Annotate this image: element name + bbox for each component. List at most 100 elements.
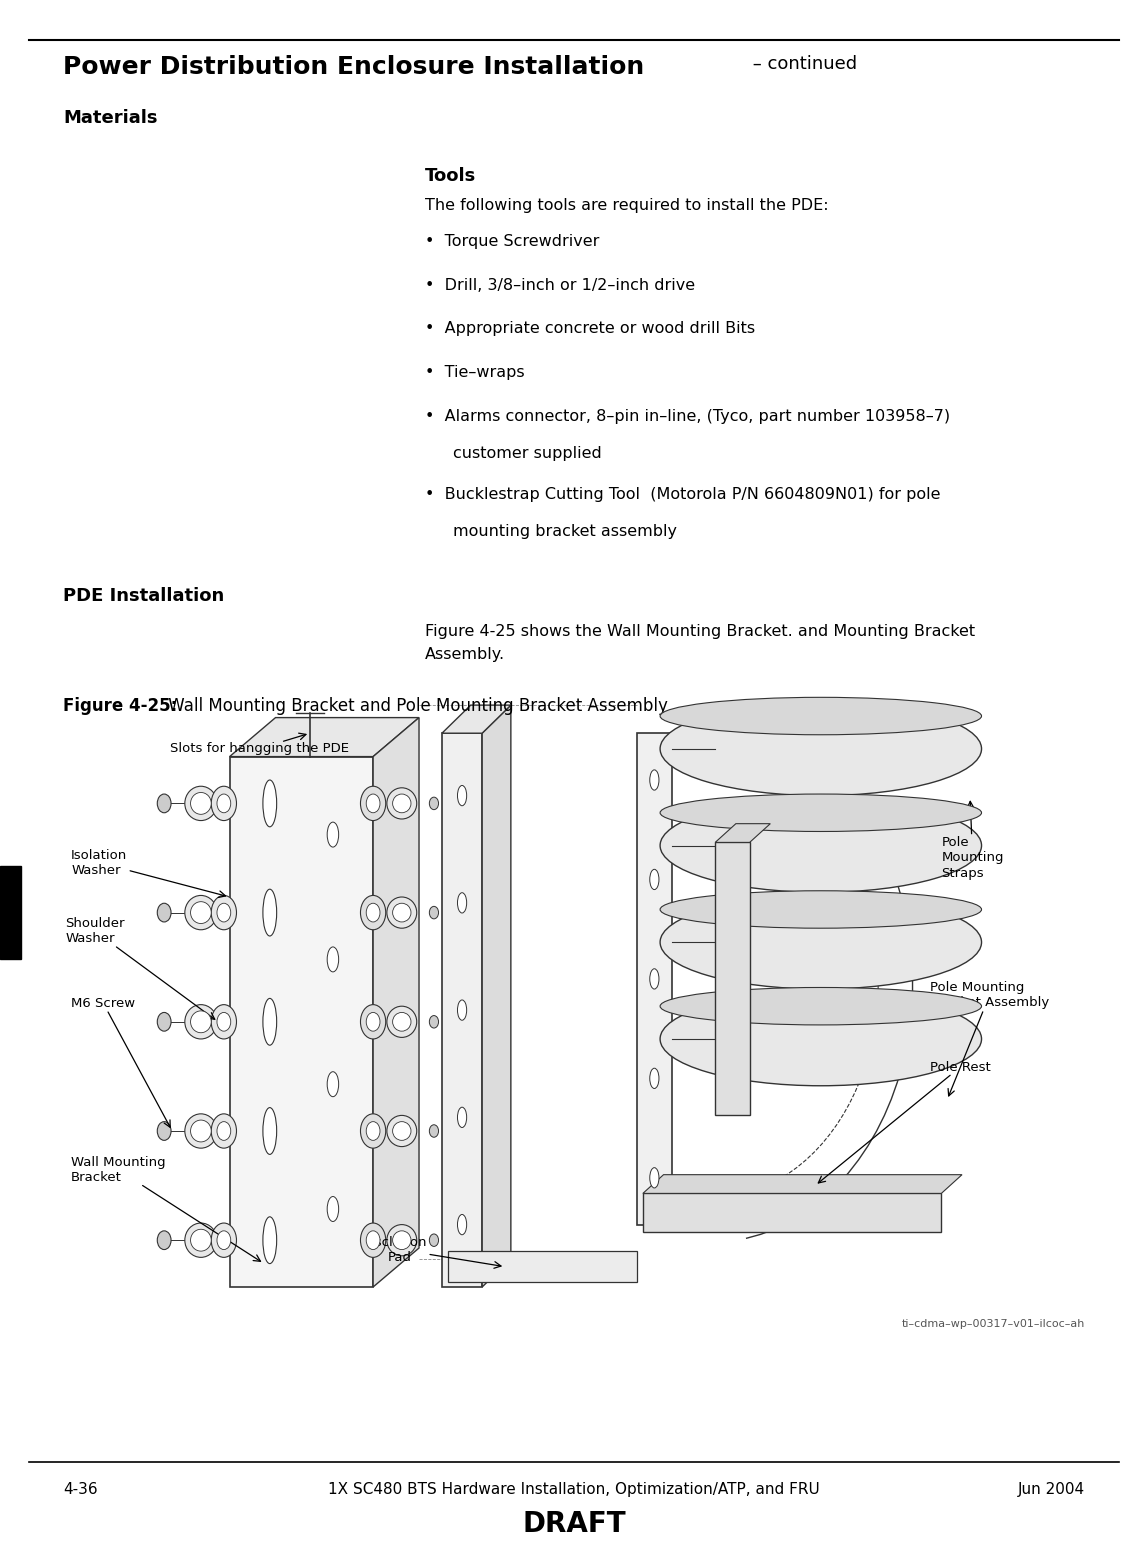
Polygon shape <box>482 705 511 1287</box>
Ellipse shape <box>660 891 982 928</box>
Ellipse shape <box>660 895 982 989</box>
Ellipse shape <box>263 780 277 827</box>
Ellipse shape <box>457 1000 466 1020</box>
Text: Assembly.: Assembly. <box>425 647 505 663</box>
Bar <box>637 733 672 1225</box>
Ellipse shape <box>211 1005 236 1039</box>
Text: M6 Screw: M6 Screw <box>71 997 170 1128</box>
Ellipse shape <box>191 1229 211 1251</box>
Bar <box>442 733 482 1287</box>
Ellipse shape <box>650 869 659 889</box>
Ellipse shape <box>393 1012 411 1031</box>
Ellipse shape <box>217 903 231 922</box>
Ellipse shape <box>393 1122 411 1140</box>
Ellipse shape <box>191 902 211 924</box>
Ellipse shape <box>185 1223 217 1257</box>
Bar <box>0 866 21 959</box>
Ellipse shape <box>157 903 171 922</box>
Ellipse shape <box>185 786 217 821</box>
Ellipse shape <box>360 786 386 821</box>
Ellipse shape <box>650 771 659 789</box>
Ellipse shape <box>327 1197 339 1221</box>
Text: Materials: Materials <box>63 109 157 128</box>
Ellipse shape <box>217 794 231 813</box>
Polygon shape <box>643 1175 962 1193</box>
Bar <box>448 1251 637 1282</box>
Text: – continued: – continued <box>747 55 858 73</box>
Ellipse shape <box>157 1122 171 1140</box>
Text: •  Alarms connector, 8–pin in–line, (Tyco, part number 103958–7): • Alarms connector, 8–pin in–line, (Tyco… <box>425 409 949 424</box>
Ellipse shape <box>650 1069 659 1089</box>
Text: •  Appropriate concrete or wood drill Bits: • Appropriate concrete or wood drill Bit… <box>425 321 755 337</box>
Ellipse shape <box>660 799 982 892</box>
Ellipse shape <box>387 897 417 928</box>
Ellipse shape <box>429 1125 439 1137</box>
Text: Isolation
Washer: Isolation Washer <box>71 849 225 897</box>
Ellipse shape <box>366 903 380 922</box>
Ellipse shape <box>429 1016 439 1028</box>
Bar <box>230 757 373 1287</box>
Text: PDE Installation: PDE Installation <box>63 587 224 605</box>
Ellipse shape <box>211 786 236 821</box>
Ellipse shape <box>393 1231 411 1250</box>
Ellipse shape <box>457 1214 466 1236</box>
Polygon shape <box>715 824 770 842</box>
Text: ti–cdma–wp–00317–v01–ilcoc–ah: ti–cdma–wp–00317–v01–ilcoc–ah <box>901 1320 1085 1329</box>
Ellipse shape <box>393 903 411 922</box>
Ellipse shape <box>191 792 211 814</box>
Ellipse shape <box>360 1114 386 1148</box>
Text: Figure 4-25:: Figure 4-25: <box>63 697 178 716</box>
Text: 4-36: 4-36 <box>63 1482 98 1498</box>
Ellipse shape <box>211 1223 236 1257</box>
Ellipse shape <box>191 1120 211 1142</box>
Text: Isclation
Pad: Isclation Pad <box>372 1236 501 1268</box>
Text: Jun 2004: Jun 2004 <box>1018 1482 1085 1498</box>
Ellipse shape <box>211 895 236 930</box>
Ellipse shape <box>360 895 386 930</box>
Ellipse shape <box>327 822 339 847</box>
Ellipse shape <box>429 1234 439 1246</box>
Ellipse shape <box>366 1231 380 1250</box>
Ellipse shape <box>327 1072 339 1097</box>
Text: DRAFT: DRAFT <box>522 1510 626 1538</box>
Ellipse shape <box>217 1012 231 1031</box>
Ellipse shape <box>263 1108 277 1154</box>
Text: Pole Mounting
Bracket Assembly: Pole Mounting Bracket Assembly <box>930 981 1049 1097</box>
Ellipse shape <box>429 906 439 919</box>
Ellipse shape <box>660 987 982 1025</box>
Text: Pole
Mounting
Straps: Pole Mounting Straps <box>941 802 1003 880</box>
Ellipse shape <box>185 1114 217 1148</box>
Ellipse shape <box>387 1225 417 1256</box>
Bar <box>643 1193 941 1232</box>
Ellipse shape <box>360 1223 386 1257</box>
Polygon shape <box>442 705 511 733</box>
Text: •  Bucklestrap Cutting Tool  (Motorola P/N 6604809N01) for pole: • Bucklestrap Cutting Tool (Motorola P/N… <box>425 487 940 502</box>
Text: Pole Rest: Pole Rest <box>819 1061 991 1182</box>
Text: Wall Mounting Bracket and Pole Mounting Bracket Assembly: Wall Mounting Bracket and Pole Mounting … <box>163 697 668 716</box>
Bar <box>715 842 750 1115</box>
Ellipse shape <box>263 889 277 936</box>
Polygon shape <box>230 718 419 757</box>
Ellipse shape <box>157 1012 171 1031</box>
Ellipse shape <box>393 794 411 813</box>
Ellipse shape <box>660 992 982 1086</box>
Ellipse shape <box>660 697 982 735</box>
Ellipse shape <box>360 1005 386 1039</box>
Ellipse shape <box>457 892 466 913</box>
Ellipse shape <box>157 794 171 813</box>
Text: 4: 4 <box>5 963 16 981</box>
Text: Shoulder
Washer: Shoulder Washer <box>65 917 215 1019</box>
Ellipse shape <box>429 797 439 810</box>
Text: customer supplied: customer supplied <box>453 446 603 460</box>
Text: •  Drill, 3/8–inch or 1/2–inch drive: • Drill, 3/8–inch or 1/2–inch drive <box>425 278 695 293</box>
Ellipse shape <box>650 969 659 989</box>
Text: Figure 4-25 shows the Wall Mounting Bracket. and Mounting Bracket: Figure 4-25 shows the Wall Mounting Brac… <box>425 624 975 640</box>
Ellipse shape <box>366 794 380 813</box>
Text: •  Tie–wraps: • Tie–wraps <box>425 365 525 381</box>
Ellipse shape <box>263 998 277 1045</box>
Ellipse shape <box>217 1122 231 1140</box>
Ellipse shape <box>650 1167 659 1189</box>
Ellipse shape <box>211 1114 236 1148</box>
Ellipse shape <box>185 895 217 930</box>
Ellipse shape <box>457 1108 466 1128</box>
